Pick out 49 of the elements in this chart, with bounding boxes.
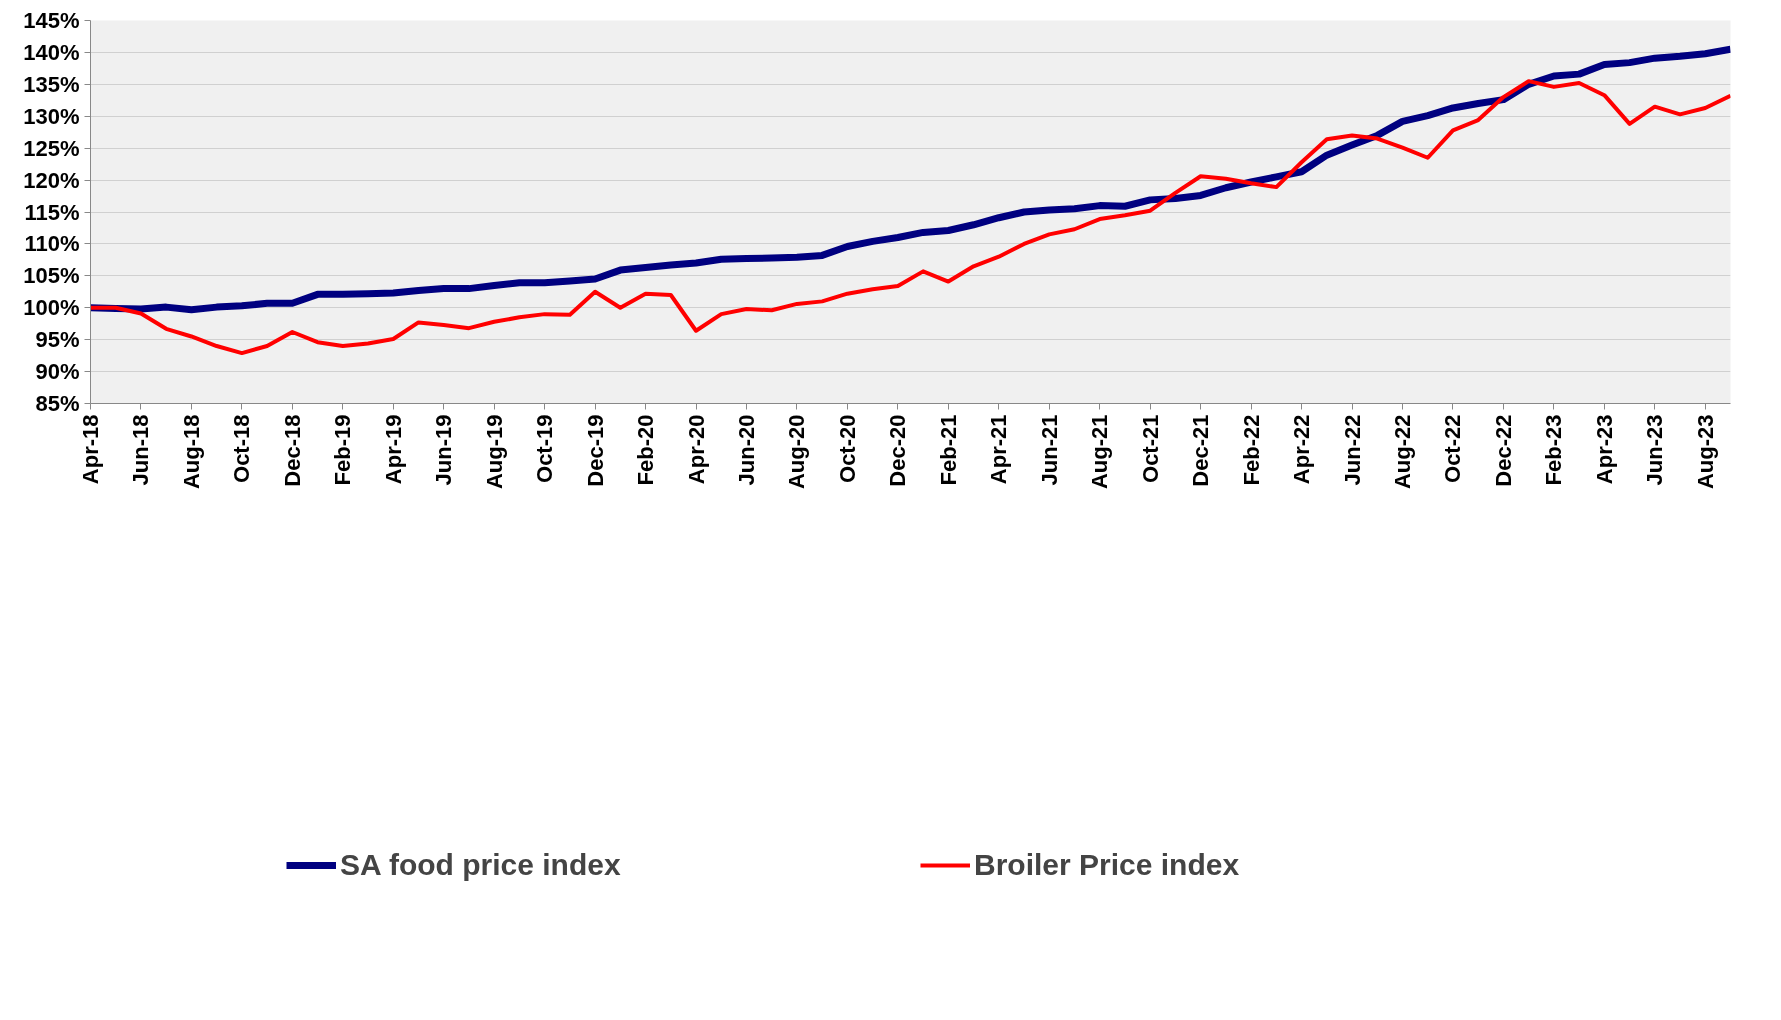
x-tick-label: Jun-23: [1642, 414, 1668, 486]
y-tick-label: 100%: [23, 295, 80, 321]
x-tick-label: Aug-20: [784, 414, 810, 490]
x-tick-label: Apr-22: [1289, 414, 1315, 485]
x-tick-label: Feb-19: [330, 414, 356, 486]
x-tick-label: Apr-21: [986, 414, 1012, 485]
x-tick-label: Oct-20: [834, 414, 860, 483]
x-tick-label: Apr-18: [78, 414, 103, 485]
x-tick-label: Jun-19: [431, 414, 457, 486]
x-tick-label: Apr-20: [683, 414, 709, 485]
y-tick-label: 140%: [23, 39, 80, 65]
x-tick-label: Jun-20: [734, 414, 759, 486]
x-tick-label: Oct-21: [1137, 414, 1163, 483]
x-tick-label: Oct-18: [229, 414, 255, 483]
y-tick-label: 105%: [23, 263, 80, 289]
y-tick-label: 145%: [23, 8, 80, 33]
legend-label: SA food price index: [340, 847, 622, 882]
x-tick-label: Dec-22: [1490, 414, 1516, 487]
x-tick-label: Apr-23: [1591, 414, 1617, 485]
y-tick-label: 85%: [35, 391, 80, 416]
y-tick-label: 90%: [35, 359, 80, 385]
y-tick-label: 110%: [24, 231, 80, 257]
x-tick-label: Jun-22: [1339, 414, 1365, 486]
x-tick-label: Aug-22: [1390, 414, 1415, 490]
y-tick-label: 130%: [23, 103, 80, 129]
x-tick-label: Apr-19: [380, 414, 406, 485]
x-tick-label: Feb-21: [935, 414, 961, 486]
x-tick-label: Aug-21: [1087, 414, 1113, 490]
x-tick-label: Jun-18: [128, 414, 154, 486]
x-tick-label: Oct-19: [532, 414, 558, 483]
line-series: [90, 79, 1731, 356]
x-tick-label: Feb-22: [1238, 414, 1264, 486]
x-tick-label: Dec-20: [885, 414, 911, 487]
y-tick-label: 95%: [35, 327, 80, 353]
x-tick-label: Aug-19: [481, 414, 507, 490]
x-tick-label: Jun-21: [1036, 414, 1062, 486]
legend-label: Broiler Price index: [974, 847, 1241, 882]
x-tick-label: Feb-23: [1541, 414, 1567, 486]
x-tick-label: Dec-21: [1188, 414, 1214, 487]
x-tick-label: Aug-18: [178, 414, 204, 490]
x-tick-label: Dec-19: [582, 414, 608, 487]
y-tick-label: 115%: [24, 199, 80, 225]
x-tick-label: Dec-18: [279, 414, 305, 487]
x-tick-label: Oct-22: [1440, 414, 1466, 483]
y-tick-label: 125%: [23, 135, 80, 161]
y-tick-label: 135%: [23, 71, 80, 97]
x-tick-label: Feb-20: [633, 414, 659, 486]
y-tick-label: 120%: [23, 167, 80, 193]
x-tick-label: Aug-23: [1692, 414, 1718, 490]
